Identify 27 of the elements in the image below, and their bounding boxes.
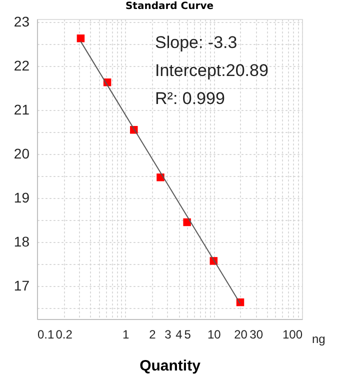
y-tick-label: 17	[14, 278, 30, 294]
y-tick-label: 23	[14, 14, 30, 30]
annotation: Slope: -3.3	[155, 33, 238, 52]
annotation: Intercept:20.89	[155, 61, 268, 80]
point	[183, 218, 191, 226]
y-tick-label: 20	[14, 146, 30, 162]
point	[76, 34, 85, 42]
x-tick-label: 0.2	[56, 328, 73, 342]
chart-title: Standard Curve	[125, 1, 214, 12]
x-tick-label: 3	[164, 328, 172, 342]
y-tick-label: 21	[14, 102, 30, 118]
x-tick-label: 5	[184, 328, 192, 342]
y-tick-label: 18	[14, 234, 30, 250]
point	[156, 173, 164, 182]
text: ng	[312, 332, 326, 346]
x-tick-label: 20	[234, 328, 248, 342]
y-tick-label: 22	[14, 58, 30, 74]
x-tick-label: 10	[207, 328, 222, 342]
x-tick-label: 2	[149, 328, 156, 342]
x-tick-label: 4	[176, 328, 183, 342]
x-tick-label: 100	[282, 328, 303, 342]
x-tick-label: 30	[250, 328, 264, 342]
x-tick-label: 0.1	[38, 328, 55, 342]
y-tick-label: 19	[14, 190, 30, 206]
annotation: R²: 0.999	[155, 89, 225, 108]
x-axis-title: Quantity	[140, 358, 202, 374]
x-tick-label: 1	[122, 328, 130, 342]
